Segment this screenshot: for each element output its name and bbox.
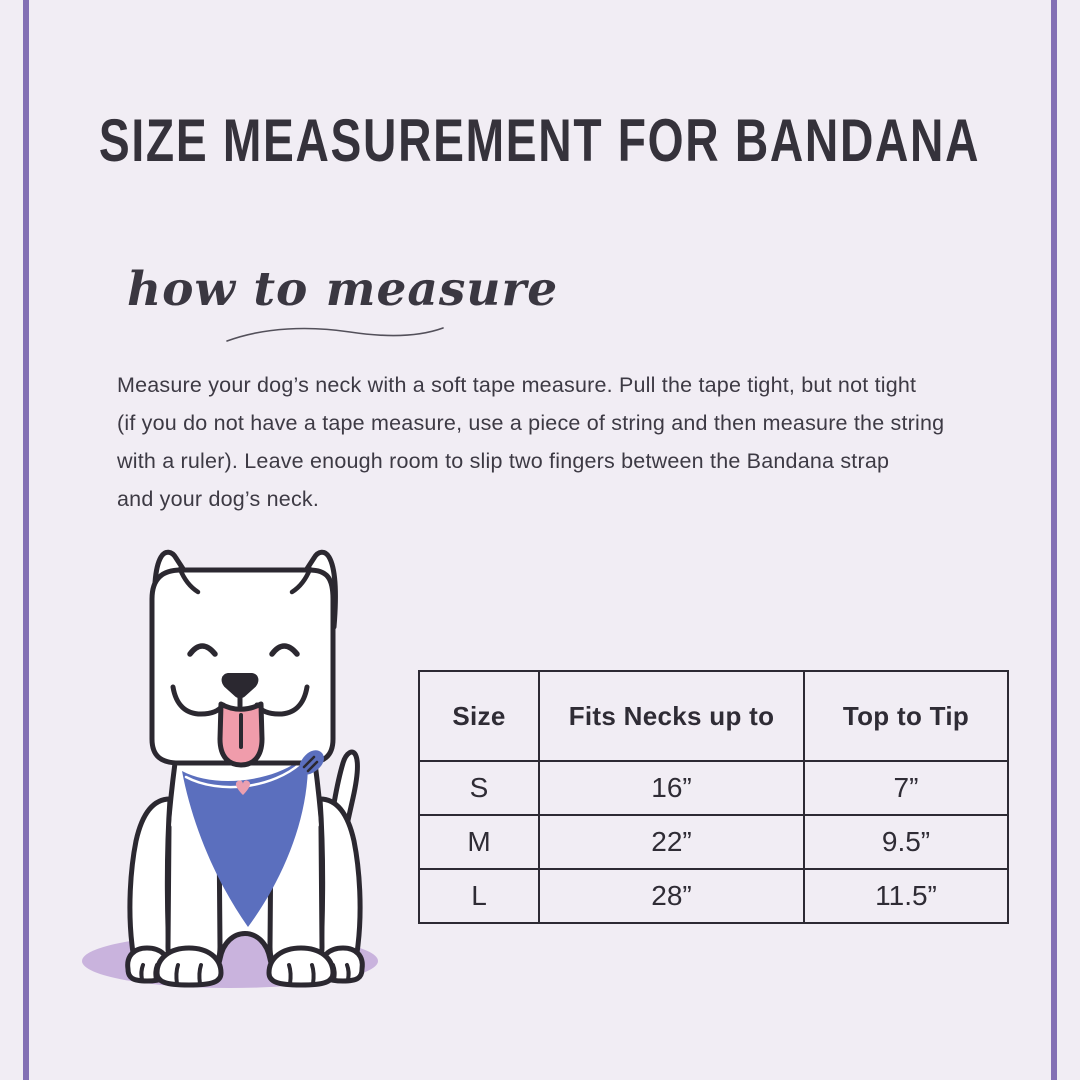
dog-eye-right (269, 643, 300, 657)
dog-illustration (82, 549, 378, 988)
size-table-header-row: Size Fits Necks up to Top to Tip (418, 670, 1009, 762)
cell-top-to-tip: 9.5” (803, 814, 1009, 870)
toe-line (287, 963, 293, 986)
cell-size: L (418, 868, 540, 924)
instructions-line: with a ruler). Leave enough room to slip… (117, 449, 890, 473)
page-title-text: SIZE MEASUREMENT FOR BANDANA (99, 105, 981, 175)
left-border-line (23, 0, 29, 1080)
inner-ear-line-right (289, 566, 313, 595)
bandana-knot (299, 750, 324, 775)
cell-size: S (418, 760, 540, 816)
toe-line (174, 963, 180, 986)
cell-fits-necks: 22” (538, 814, 805, 870)
knot-fold-line (302, 755, 316, 769)
toe-line (345, 963, 351, 982)
size-table: Size Fits Necks up to Top to Tip S 16” 7… (418, 670, 1009, 924)
dog-eye-left (187, 643, 218, 657)
right-border-line (1051, 0, 1057, 1080)
column-header-top-to-tip: Top to Tip (803, 670, 1009, 762)
page-title: SIZE MEASUREMENT FOR BANDANA (0, 105, 1080, 175)
cell-fits-necks: 28” (538, 868, 805, 924)
dog-front-paw-left (154, 945, 224, 988)
instructions-line: Measure your dog’s neck with a soft tape… (117, 373, 917, 397)
how-to-measure-heading: how to measure (127, 262, 559, 317)
instructions-line: (if you do not have a tape measure, use … (117, 411, 945, 435)
dog-bandana (182, 756, 309, 927)
squiggle-underline-icon (226, 327, 444, 342)
toe-line (310, 963, 316, 986)
toe-line (197, 963, 203, 986)
heart-icon (235, 780, 251, 795)
measuring-instructions: Measure your dog’s neck with a soft tape… (117, 366, 997, 518)
column-header-fits-necks: Fits Necks up to (538, 670, 805, 762)
table-row-small: S 16” 7” (418, 760, 1009, 816)
dog-front-paw-right (266, 945, 336, 988)
table-row-medium: M 22” 9.5” (418, 814, 1009, 870)
column-header-size: Size (418, 670, 540, 762)
knot-fold-line (306, 760, 319, 773)
cell-size: M (418, 814, 540, 870)
cell-top-to-tip: 11.5” (803, 868, 1009, 924)
cell-fits-necks: 16” (538, 760, 805, 816)
table-row-large: L 28” 11.5” (418, 868, 1009, 924)
cell-top-to-tip: 7” (803, 760, 1009, 816)
toe-line (139, 963, 145, 982)
instructions-line: and your dog’s neck. (117, 487, 320, 511)
inner-ear-line-left (177, 566, 201, 595)
